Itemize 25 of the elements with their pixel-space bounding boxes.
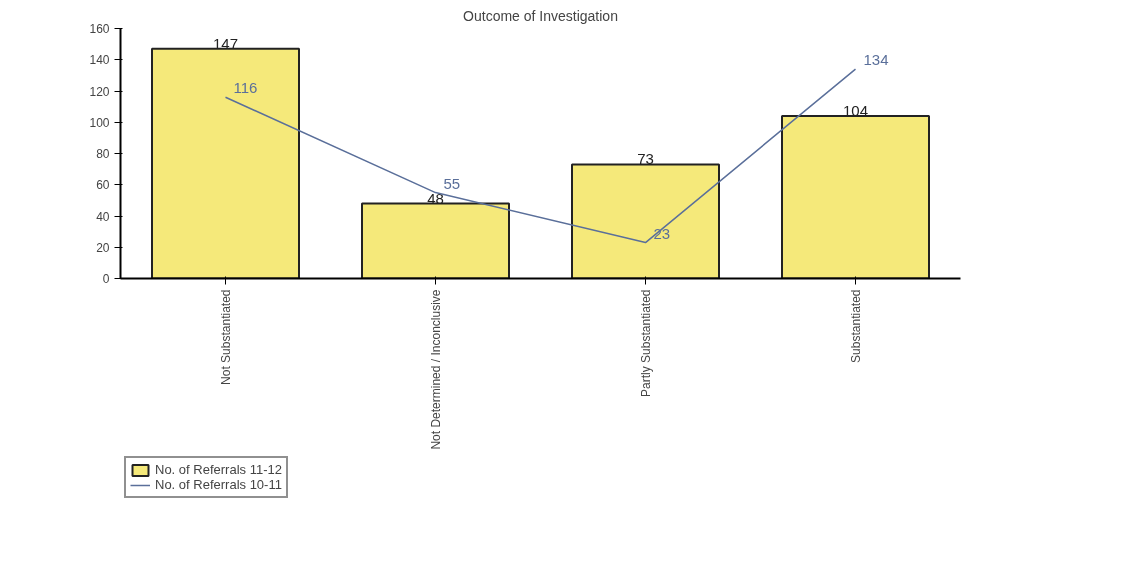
y-tick-label: 140	[89, 53, 110, 68]
data-label: 23	[653, 224, 671, 242]
y-tick-label: 80	[96, 147, 110, 161]
y-tick-label: 60	[96, 178, 110, 193]
y-tick-label: 120	[89, 84, 110, 99]
data-label: 134	[863, 51, 889, 69]
x-tick-label: Not Substantiated	[218, 289, 233, 385]
y-tick-label: 100	[89, 115, 110, 130]
data-label: 116	[233, 79, 258, 97]
bar	[571, 163, 720, 279]
data-label: 73	[637, 150, 654, 168]
data-label: 55	[443, 174, 461, 192]
legend-label: No. of Referrals 11-12	[155, 462, 282, 477]
y-tick-label: 0	[102, 272, 110, 286]
y-tick-label: 40	[96, 209, 110, 224]
y-tick-label: 20	[96, 240, 110, 255]
legend-label: No. of Referrals 10-11	[155, 477, 282, 492]
chart-title: Outcome of Investigation	[463, 7, 618, 24]
x-tick-label: Substantiated	[848, 289, 863, 363]
x-tick-label: Not Determined / Inconclusive	[428, 289, 443, 450]
bar	[151, 47, 300, 279]
bar	[781, 115, 930, 279]
y-tick-label: 160	[89, 22, 110, 36]
bar	[361, 202, 510, 279]
x-tick-label: Partly Substantiated	[638, 289, 653, 397]
